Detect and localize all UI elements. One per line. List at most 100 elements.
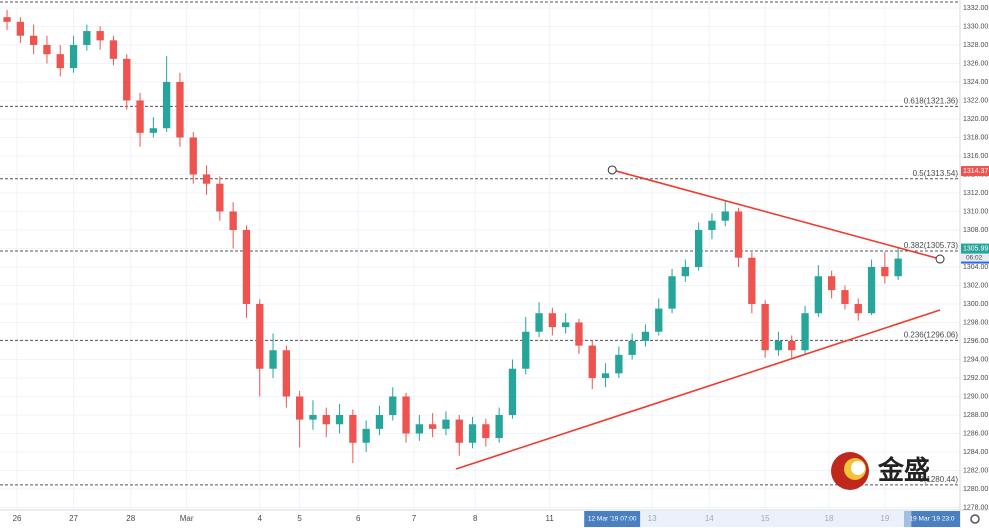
x-highlight-bg [584,511,641,527]
fib-label: 0(1280.44) [919,475,958,484]
candle [535,302,543,338]
y-tick-label: 1308.00 [963,227,988,234]
candle [415,414,424,441]
fib-label: 0.5(1313.54) [913,169,959,178]
candle [561,313,570,334]
candle [202,165,211,195]
candle-body [96,31,104,41]
trendline-handle [935,254,945,264]
candle-body [123,58,131,101]
y-tick-label: 1328.00 [963,42,988,49]
price-tag [961,166,989,177]
candle-body [428,424,437,429]
candle [322,407,330,438]
candle-body [256,303,264,369]
candle [43,35,51,64]
candle-body [16,21,25,36]
candle [841,285,849,310]
candle [694,222,703,271]
fib-label: 0.618(1321.36) [904,96,959,105]
candle-body [655,308,663,332]
candle [295,390,304,448]
candle-body [269,350,277,369]
candle [508,359,517,419]
x-tick-label: 11 [546,514,555,523]
candle-body [442,419,450,429]
candle [801,305,809,354]
y-tick-label: 1294.00 [963,356,988,363]
candle-body [894,258,902,277]
y-tick-label: 1282.00 [963,467,988,474]
candle [827,270,836,299]
candle [3,9,11,31]
price-tag [961,243,989,254]
candle-body [282,350,291,397]
price-tag-label: 1314.37 [963,168,988,175]
candle [575,318,583,354]
y-tick-label: 1330.00 [963,23,988,30]
candle [362,420,370,452]
candle [655,298,663,336]
candle-body [83,31,91,45]
candle [894,248,902,280]
candle [455,414,463,456]
candle [375,405,384,436]
candle-body [43,44,51,55]
y-tick-label: 1322.00 [963,97,988,104]
candle-body [615,354,623,374]
candle [29,24,38,55]
candle [56,44,64,77]
y-tick-label: 1326.00 [963,60,988,67]
candle-body [548,313,557,328]
candle-body [415,424,424,434]
candle [482,418,490,447]
logo: 金盛 [831,452,930,490]
fib-label: 0.382(1305.73) [904,241,959,250]
candle-body [628,340,636,355]
candle-body [335,414,344,425]
candle [681,259,690,282]
trendline-handle [607,165,617,175]
candle-body [162,81,171,129]
candle [814,265,823,317]
y-tick-label: 1296.00 [963,338,988,345]
price-tag-label: 1305.99 [963,245,988,252]
candle [495,407,503,443]
candle [734,207,743,267]
settings-icon[interactable] [970,514,980,524]
y-tick-label: 1300.00 [963,301,988,308]
candle-body [349,414,357,443]
candle-body [854,303,862,314]
candle [788,335,796,360]
y-tick-label: 1298.00 [963,319,988,326]
candle-body [176,81,184,138]
candle [854,298,862,321]
x-tick-label: 27 [69,514,78,523]
candle [867,259,876,316]
candle-body [761,303,769,351]
candle-body [295,396,304,420]
candle-body [827,276,836,291]
countdown-tag [961,253,989,262]
candle-body [309,414,317,420]
candle [668,268,676,314]
candle-body [149,128,158,133]
candle-body [362,428,370,443]
candle-body [468,424,477,443]
candle [229,202,237,249]
candle [136,93,144,147]
y-tick-label: 1316.00 [963,153,988,160]
candle [189,131,197,184]
candle-body [136,100,144,133]
x-tick-label: 7 [412,514,417,523]
candle-body [734,211,743,258]
y-tick-label: 1284.00 [963,449,988,456]
candle-body [109,40,118,59]
candle-body [841,290,849,304]
candle-body [814,276,823,314]
candle [149,117,158,138]
candle-body [375,414,384,429]
candle [123,54,131,110]
y-tick-label: 1280.00 [963,486,988,493]
